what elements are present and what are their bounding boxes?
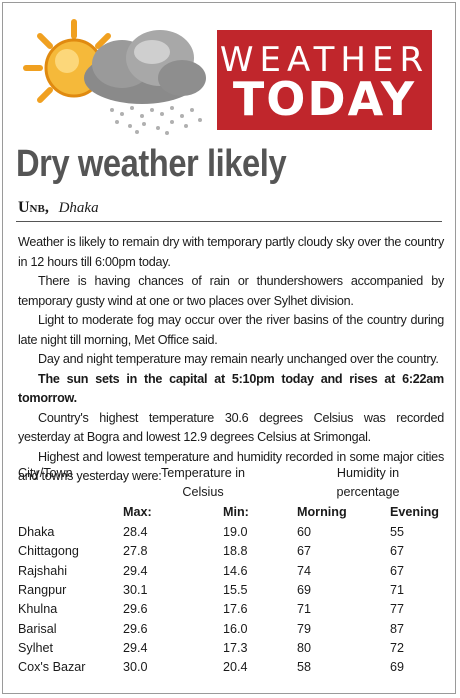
city-cell: Sylhet (18, 640, 54, 655)
min-temp-cell: 20.4 (223, 660, 248, 675)
city-cell: Dhaka (18, 525, 55, 539)
logo-line-today: TODAY (232, 72, 417, 126)
evening-humidity-cell: 77 (390, 602, 405, 617)
morning-humidity-cell: 74 (297, 563, 312, 578)
sub-header-max: Max: (123, 505, 152, 519)
evening-humidity-cell: 71 (390, 582, 405, 597)
max-temp-cell: 29.4 (123, 640, 148, 655)
col-temp-header-line2: Celsius (182, 485, 224, 499)
max-temp-cell: 27.8 (123, 544, 148, 559)
weather-today-logo: WEATHER TODAY (217, 30, 432, 130)
max-temp-cell: 30.1 (123, 582, 148, 597)
max-temp-cell: 29.6 (123, 602, 148, 617)
table-row: Rajshahi 29.4 14.6 74 67 (18, 564, 444, 583)
morning-humidity-cell: 79 (297, 621, 312, 636)
sun-cloud-rain-icon (23, 19, 206, 135)
min-temp-cell: 16.0 (223, 621, 248, 636)
paragraph: Highest and lowest temperature and humid… (18, 449, 444, 484)
evening-humidity-cell: 55 (390, 525, 405, 539)
evening-humidity-cell: 87 (390, 621, 405, 636)
paragraph: Day and night temperature may remain nea… (38, 352, 439, 366)
min-temp-cell: 18.8 (223, 544, 248, 559)
morning-humidity-cell: 60 (297, 525, 312, 539)
evening-humidity-cell: 67 (390, 544, 405, 559)
morning-humidity-cell: 80 (297, 640, 312, 655)
rain-icon (110, 106, 202, 135)
evening-humidity-cell: 69 (390, 660, 405, 675)
city-cell: Khulna (18, 602, 58, 617)
table-row: Khulna 29.6 17.6 71 77 (18, 602, 444, 621)
min-temp-cell: 15.5 (223, 582, 248, 597)
city-cell: Cox's Bazar (18, 660, 86, 675)
table-row: Sylhet 29.4 17.3 80 72 (18, 641, 444, 660)
city-cell: Rangpur (18, 582, 67, 597)
byline-city: Dhaka (58, 200, 99, 216)
table-row: Cox's Bazar 30.0 20.4 58 69 (18, 660, 444, 679)
paragraph: Weather is likely to remain dry with tem… (18, 235, 444, 269)
city-cell: Barisal (18, 621, 57, 636)
article-body: Weather is likely to remain dry with tem… (18, 233, 444, 487)
headline: Dry weather likely (16, 143, 287, 185)
city-cell: Chittagong (18, 544, 79, 559)
max-temp-cell: 28.4 (123, 525, 148, 539)
city-cell: Rajshahi (18, 563, 68, 578)
divider (16, 221, 442, 222)
morning-humidity-cell: 58 (297, 660, 312, 675)
byline-agency: Unb, (18, 199, 49, 216)
col-city-header: City/Town (18, 466, 73, 480)
max-temp-cell: 29.6 (123, 621, 148, 636)
byline: Unb, Dhaka (18, 199, 99, 217)
min-temp-cell: 19.0 (223, 525, 248, 539)
morning-humidity-cell: 71 (297, 602, 312, 617)
col-humidity-header-line1: Humidity in (336, 466, 400, 480)
morning-humidity-cell: 67 (297, 544, 312, 559)
sub-header-evening: Evening (390, 505, 439, 519)
max-temp-cell: 30.0 (123, 660, 148, 675)
logo-line-weather: WEATHER (219, 40, 430, 80)
paragraph-sunset: The sun sets in the capital at 5:10pm to… (18, 371, 444, 406)
min-temp-cell: 17.3 (223, 640, 248, 655)
cloud-icon (84, 30, 206, 104)
evening-humidity-cell: 72 (390, 640, 405, 655)
paragraph: There is having chances of rain or thund… (18, 274, 444, 308)
paragraph: Country's highest temperature 30.6 degre… (18, 410, 444, 445)
max-temp-cell: 29.4 (123, 563, 148, 578)
sub-header-min: Min: (223, 505, 249, 519)
col-temp-header-line1: Temperature in (161, 466, 245, 480)
table-row: Rangpur 30.1 15.5 69 71 (18, 583, 444, 602)
min-temp-cell: 17.6 (223, 602, 248, 617)
evening-humidity-cell: 67 (390, 563, 405, 578)
morning-humidity-cell: 69 (297, 582, 312, 597)
table-row: Barisal 29.6 16.0 79 87 (18, 622, 444, 641)
col-humidity-header-line2: percentage (336, 485, 400, 499)
table-row: Dhaka 28.4 19.0 60 55 (18, 525, 444, 544)
sub-header-morning: Morning (297, 505, 347, 519)
min-temp-cell: 14.6 (223, 563, 248, 578)
paragraph: Light to moderate fog may occur over the… (18, 313, 444, 347)
table-row: Chittagong 27.8 18.8 67 67 (18, 544, 444, 563)
